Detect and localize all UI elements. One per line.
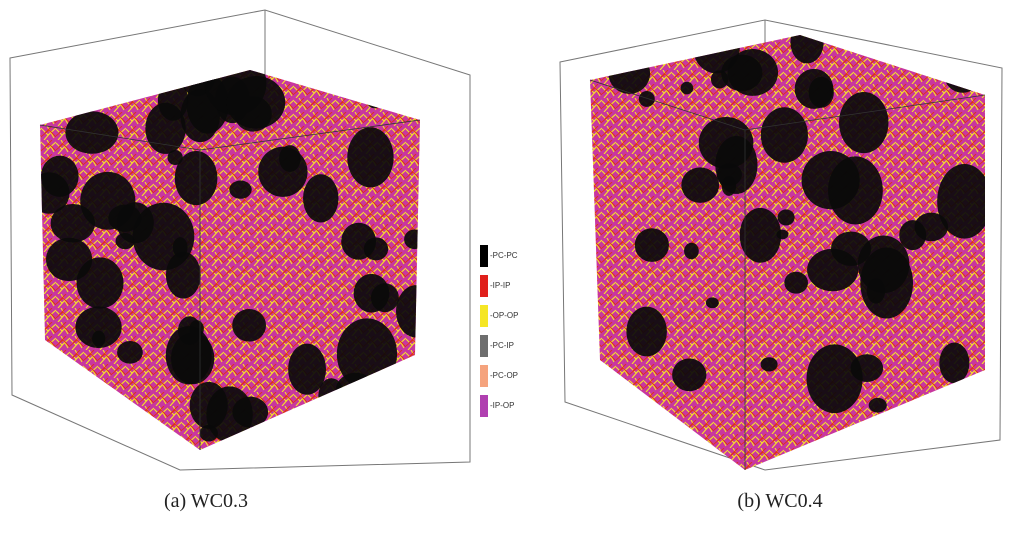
legend-label: -PC-PC (490, 251, 518, 260)
legend-label: -OP-OP (490, 311, 518, 320)
legend-swatch (480, 275, 488, 297)
pore (167, 150, 183, 166)
pore (784, 271, 808, 294)
legend-swatch (480, 395, 488, 417)
pore (404, 229, 420, 250)
pore (165, 326, 212, 385)
legend-label: -IP-OP (490, 401, 514, 410)
pore (40, 155, 79, 197)
pore (390, 70, 417, 86)
pore (303, 174, 339, 223)
pore (794, 68, 834, 109)
pore (634, 228, 669, 262)
pore (366, 94, 383, 109)
caption: (b) WC0.4 (737, 490, 822, 512)
pore (839, 92, 889, 154)
pore (830, 231, 872, 266)
pore (760, 357, 778, 372)
pore (335, 372, 376, 409)
pore (705, 297, 719, 309)
pore (174, 151, 218, 206)
legend-swatch (480, 335, 488, 357)
pore (806, 344, 863, 414)
pore (229, 180, 252, 199)
pore (117, 341, 143, 364)
pore (626, 306, 667, 357)
pore (65, 111, 119, 154)
pore (226, 76, 286, 129)
pore (672, 358, 707, 392)
pore (860, 247, 914, 319)
pore (189, 381, 228, 429)
pore (108, 204, 142, 232)
pore (939, 342, 970, 384)
pore (180, 89, 220, 143)
pore (76, 257, 124, 309)
pore (341, 222, 377, 260)
pore (232, 308, 267, 342)
pore (937, 163, 985, 239)
pore (40, 74, 66, 112)
pore (790, 35, 824, 64)
panel-a: (a) WC0.3 (9, 9, 471, 512)
pore (739, 207, 782, 263)
legend-label: -PC-IP (490, 341, 514, 350)
pore (232, 396, 269, 428)
pore (75, 306, 122, 349)
panel-b: (b) WC0.4 (559, 19, 1003, 512)
pore (850, 354, 884, 382)
pore (172, 237, 188, 258)
pore (347, 127, 394, 188)
caption: (a) WC0.3 (164, 490, 248, 512)
pore (389, 387, 420, 426)
pore (638, 91, 655, 107)
pore (370, 283, 399, 313)
pore (680, 81, 694, 95)
pore (43, 92, 65, 110)
pore (144, 70, 167, 94)
pore (288, 343, 326, 395)
pore (828, 156, 883, 225)
pore (777, 209, 795, 226)
pore (943, 54, 982, 93)
pore (715, 136, 758, 194)
pore (332, 401, 351, 420)
pore (868, 397, 887, 413)
pore (396, 285, 420, 338)
legend-swatch (480, 365, 488, 387)
legend: -PC-PC -IP-IP -OP-OP -PC-IP -PC-OP -IP-OP (480, 245, 518, 417)
pore (899, 220, 927, 251)
pore (279, 145, 301, 172)
pore (838, 431, 872, 470)
pore (684, 242, 699, 260)
pore (760, 107, 808, 163)
pore (681, 167, 720, 203)
legend-swatch (480, 305, 488, 327)
pore (48, 412, 70, 442)
legend-label: -IP-IP (490, 281, 510, 290)
legend-label: -PC-OP (490, 371, 518, 380)
pore (710, 70, 729, 89)
pore (165, 251, 201, 299)
legend-swatch (480, 245, 488, 267)
